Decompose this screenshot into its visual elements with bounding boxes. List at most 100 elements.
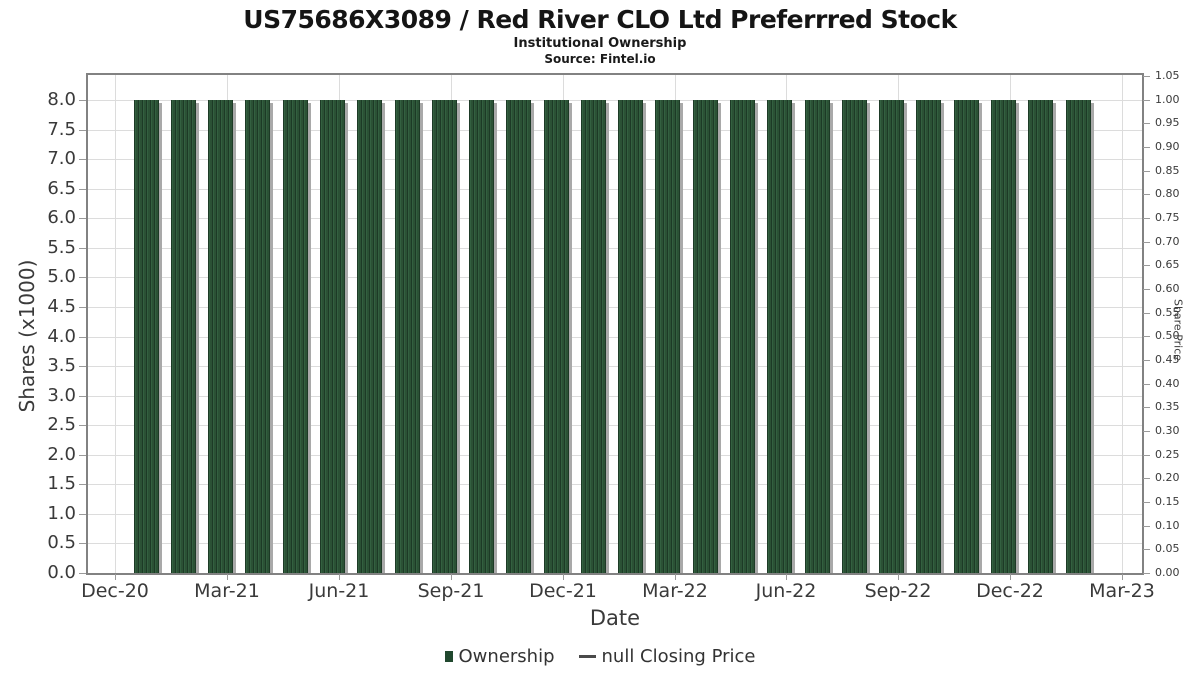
y-axis-right-tick-label: 0.25 <box>1155 447 1180 461</box>
ownership-bar[interactable] <box>319 100 345 573</box>
ownership-bar[interactable] <box>357 100 383 573</box>
y-axis-left-tick <box>79 188 86 190</box>
horizontal-gridline <box>88 247 1142 249</box>
ownership-bar[interactable] <box>655 100 681 573</box>
ownership-bar[interactable] <box>469 100 494 573</box>
y-axis-right-tick-label: 0.85 <box>1155 163 1180 177</box>
horizontal-gridline <box>88 454 1142 456</box>
y-axis-right-tick-label: 0.50 <box>1155 329 1180 343</box>
ownership-bar[interactable] <box>953 100 979 573</box>
ownership-bar[interactable] <box>990 100 1016 573</box>
ownership-square-marker-icon <box>444 651 453 662</box>
y-axis-left-tick-label: 4.0 <box>47 325 76 347</box>
ownership-bar[interactable] <box>431 100 457 573</box>
horizontal-gridline <box>88 513 1142 515</box>
y-axis-left-tick-label: 8.0 <box>47 89 76 110</box>
ownership-bar[interactable] <box>1065 100 1091 573</box>
y-axis-right-tick-label: 0.30 <box>1155 424 1180 437</box>
y-axis-right-tick <box>1143 123 1150 125</box>
y-axis-left-tick <box>79 247 86 249</box>
y-axis-right-tick-label: 0.65 <box>1155 258 1180 272</box>
y-axis-right-tick <box>1143 383 1150 385</box>
y-axis-right-tick-label: 0.05 <box>1155 542 1180 556</box>
legend: Ownership null Closing Price <box>0 646 1200 667</box>
y-axis-left-tick <box>79 218 86 220</box>
horizontal-gridline <box>88 484 1142 486</box>
horizontal-gridline <box>88 129 1142 131</box>
y-axis-left-tick-label: 5.0 <box>47 266 76 288</box>
legend-ownership-label: Ownership <box>458 646 555 667</box>
ownership-bar[interactable] <box>916 100 942 573</box>
legend-item-closing-price[interactable]: null Closing Price <box>563 646 755 667</box>
y-axis-left-tick <box>79 306 86 308</box>
y-axis-right-tick-label: 0.45 <box>1155 353 1180 366</box>
ownership-bar[interactable] <box>282 100 308 573</box>
ownership-bar[interactable] <box>245 100 271 573</box>
y-axis-left-tick <box>79 336 86 338</box>
ownership-bar[interactable] <box>506 100 532 573</box>
y-axis-right-tick-label: 0.40 <box>1155 376 1180 390</box>
y-axis-right-tick <box>1143 431 1150 432</box>
y-axis-right-tick-label: 0.20 <box>1155 471 1180 485</box>
y-axis-right-tick-label: 1.05 <box>1155 69 1180 82</box>
y-axis-left-tick-label: 3.5 <box>47 355 76 377</box>
x-axis-tick-label: Jun-22 <box>755 580 817 602</box>
ownership-bar[interactable] <box>133 100 159 573</box>
ownership-bar[interactable] <box>170 100 196 573</box>
y-axis-left-tick-label: 0.5 <box>47 532 76 554</box>
horizontal-gridline <box>88 425 1142 427</box>
y-axis-right-tick <box>1143 265 1150 267</box>
y-axis-left-tick <box>79 395 86 397</box>
x-axis-tick-label: Sep-22 <box>864 580 932 602</box>
ownership-bar[interactable] <box>618 100 644 573</box>
y-axis-right-tick <box>1143 454 1150 456</box>
y-axis-left-tick-label: 0.0 <box>47 562 76 583</box>
legend-item-ownership[interactable]: Ownership <box>444 646 555 667</box>
x-axis-tick <box>1010 574 1011 580</box>
ownership-bar[interactable] <box>692 100 718 573</box>
horizontal-gridline <box>88 306 1142 308</box>
ownership-bar[interactable] <box>580 100 606 573</box>
ownership-bar[interactable] <box>208 100 234 573</box>
ownership-bar[interactable] <box>730 100 755 573</box>
horizontal-gridline <box>88 336 1142 338</box>
y-axis-left-tick <box>79 277 86 279</box>
y-axis-right-tick-label: 0.95 <box>1155 116 1180 130</box>
horizontal-gridline <box>88 218 1142 220</box>
y-axis-left-tick <box>79 454 86 456</box>
y-axis-right-tick-label: 0.80 <box>1155 187 1180 201</box>
y-axis-right-tick <box>1143 478 1150 480</box>
y-axis-left-tick <box>79 159 86 161</box>
y-axis-left-tick-label: 3.0 <box>47 384 76 406</box>
ownership-bar[interactable] <box>879 100 905 573</box>
ownership-bar[interactable] <box>804 100 830 573</box>
horizontal-gridline <box>88 188 1142 190</box>
chart-source-label: Source: Fintel.io <box>544 52 656 66</box>
ownership-bar[interactable] <box>1028 100 1054 573</box>
x-axis-tick <box>898 574 899 580</box>
x-axis-tick <box>227 574 228 580</box>
ownership-bar[interactable] <box>841 100 867 573</box>
vertical-gridline <box>1122 75 1123 573</box>
ownership-bar[interactable] <box>543 100 569 573</box>
y-axis-right-tick-label: 0.60 <box>1155 282 1180 295</box>
y-axis-right-tick-label: 1.00 <box>1155 92 1180 106</box>
x-axis-tick <box>115 574 116 580</box>
x-axis-tick <box>1122 574 1123 580</box>
x-axis-tick <box>451 574 452 580</box>
y-axis-left-tick <box>79 573 86 574</box>
y-axis-right-tick <box>1143 525 1150 527</box>
ownership-bar[interactable] <box>767 100 793 573</box>
y-axis-right-tick <box>1143 289 1150 290</box>
horizontal-gridline <box>88 100 1142 101</box>
horizontal-gridline <box>88 366 1142 368</box>
ownership-bar[interactable] <box>394 100 420 573</box>
chart-subtitle: Institutional Ownership <box>513 36 687 51</box>
y-axis-right-tick <box>1143 170 1150 172</box>
y-axis-right-tick <box>1143 360 1150 361</box>
y-axis-right-tick-label: 0.00 <box>1155 566 1180 579</box>
x-axis-tick-label: Dec-22 <box>976 580 1044 602</box>
y-axis-left-tick-label: 6.0 <box>47 207 76 229</box>
y-axis-left-tick <box>79 129 86 131</box>
